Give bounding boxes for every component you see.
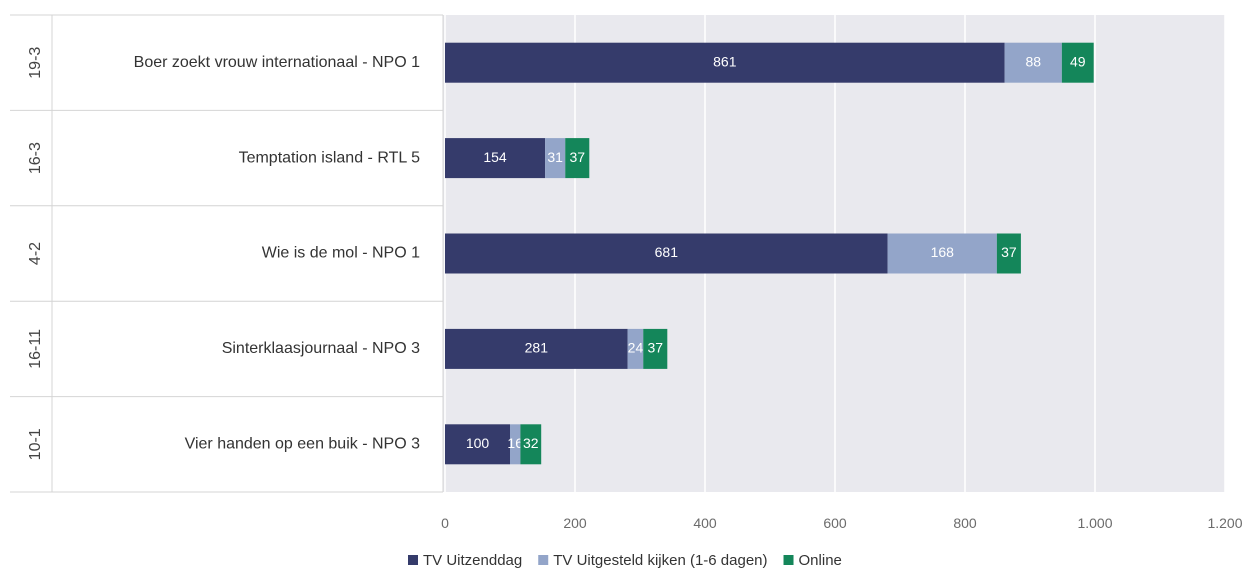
legend-swatch xyxy=(408,555,418,565)
program-label: Wie is de mol - NPO 1 xyxy=(262,245,420,262)
data-label: 37 xyxy=(1001,244,1017,260)
data-label: 37 xyxy=(569,149,585,165)
bar-segment xyxy=(445,233,888,274)
data-label: 16 xyxy=(507,435,523,451)
bar-segment xyxy=(627,328,644,369)
x-tick-label: 1.000 xyxy=(1077,515,1112,531)
date-label: 19-3 xyxy=(27,47,44,79)
x-tick-label: 1.200 xyxy=(1207,515,1242,531)
data-label: 861 xyxy=(713,53,737,69)
data-label: 37 xyxy=(647,340,663,356)
data-label: 32 xyxy=(523,435,539,451)
data-label: 168 xyxy=(931,244,955,260)
legend-swatch xyxy=(783,555,794,565)
bar-segment xyxy=(643,328,668,369)
legend-swatch xyxy=(538,555,549,565)
date-labels: 19-3 16-3 4-2 16-11 10-1 xyxy=(27,47,44,461)
data-label: 24 xyxy=(628,340,644,356)
bar-segment xyxy=(996,233,1021,274)
row-separators xyxy=(10,14,444,493)
program-label: Sinterklaasjournaal - NPO 3 xyxy=(222,340,420,357)
bar-segment xyxy=(445,328,628,369)
x-tick-label: 400 xyxy=(693,515,717,531)
program-label: Temptation island - RTL 5 xyxy=(239,149,421,166)
bar-segment xyxy=(445,138,546,179)
legend-label: TV Uitgesteld kijken (1-6 dagen) xyxy=(553,552,767,569)
x-axis-ticks: 0 200 400 600 800 1.000 1.200 xyxy=(441,515,1243,531)
date-label: 16-3 xyxy=(27,142,44,174)
program-label: Vier handen op een buik - NPO 3 xyxy=(185,436,421,453)
data-label: 281 xyxy=(525,340,549,356)
date-label: 10-1 xyxy=(27,428,44,460)
program-label: Boer zoekt vrouw internationaal - NPO 1 xyxy=(134,54,420,71)
date-label: 16-11 xyxy=(27,329,44,369)
x-tick-label: 800 xyxy=(953,515,977,531)
x-tick-label: 0 xyxy=(441,515,449,531)
bar-segment xyxy=(1004,42,1062,83)
bar-segment xyxy=(1061,42,1094,83)
data-label: 154 xyxy=(483,149,507,165)
bar-segment xyxy=(510,424,521,465)
bar-segment xyxy=(545,138,566,179)
data-label: 49 xyxy=(1070,53,1086,69)
bar-segment xyxy=(520,424,542,465)
x-tick-label: 600 xyxy=(823,515,847,531)
legend: TV Uitzenddag TV Uitgesteld kijken (1-6 d… xyxy=(408,552,842,569)
program-labels: Boer zoekt vrouw internationaal - NPO 1 T… xyxy=(134,54,420,453)
bar-segment xyxy=(445,42,1005,83)
date-label: 4-2 xyxy=(27,242,44,265)
bar-segment xyxy=(565,138,590,179)
data-label: 681 xyxy=(655,244,679,260)
data-label: 31 xyxy=(547,149,563,165)
data-label: 100 xyxy=(466,435,490,451)
bar-segment xyxy=(445,424,510,465)
data-label: 88 xyxy=(1025,53,1041,69)
bar-segment xyxy=(887,233,997,274)
legend-label: Online xyxy=(799,552,842,569)
x-tick-label: 200 xyxy=(563,515,587,531)
legend-label: TV Uitzenddag xyxy=(423,552,522,569)
